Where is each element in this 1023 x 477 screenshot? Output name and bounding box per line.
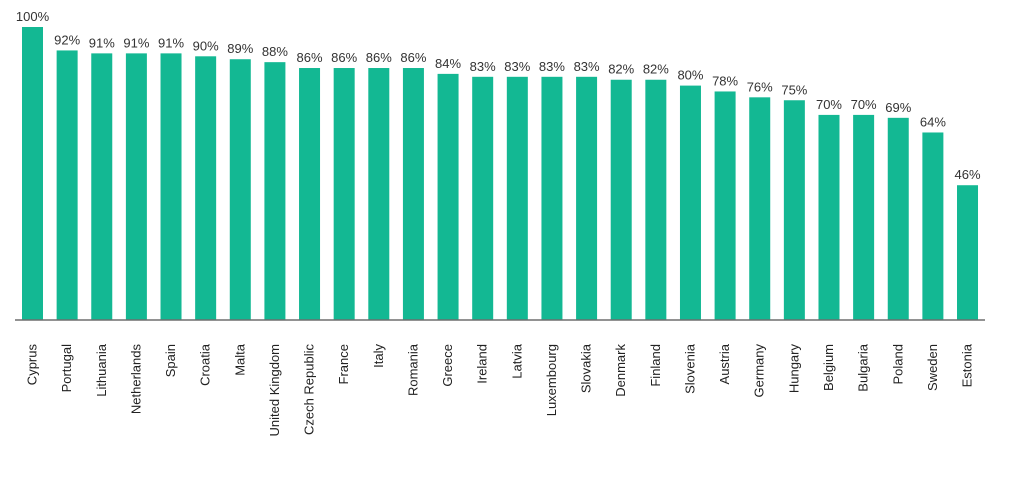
data-label: 46% <box>954 167 980 182</box>
bar-slovenia <box>679 85 701 320</box>
bar-netherlands <box>125 53 147 321</box>
x-tick-label: Latvia <box>509 343 524 378</box>
bar-latvia <box>506 76 528 320</box>
x-tick-label: Austria <box>717 343 732 384</box>
x-tick-label: Denmark <box>613 344 628 397</box>
data-label: 86% <box>331 50 357 65</box>
x-tick-label: Ireland <box>475 344 490 384</box>
data-label: 80% <box>677 68 703 83</box>
data-label: 100% <box>16 9 50 24</box>
data-label: 70% <box>816 97 842 112</box>
x-tick-label: Portugal <box>59 344 74 393</box>
data-label: 90% <box>193 38 219 53</box>
data-label: 75% <box>781 82 807 97</box>
bar-romania <box>402 68 424 321</box>
bar-hungary <box>783 100 805 320</box>
x-tick-label: Romania <box>405 343 420 396</box>
x-tick-label: Italy <box>371 344 386 368</box>
x-tick-label: Slovakia <box>579 343 594 393</box>
x-tick-label: France <box>336 344 351 384</box>
bar-poland <box>887 117 909 320</box>
bar-bulgaria <box>853 114 875 321</box>
data-label: 86% <box>366 50 392 65</box>
data-label: 86% <box>297 50 323 65</box>
bar-estonia <box>957 185 979 320</box>
x-tick-label: United Kingdom <box>267 344 282 437</box>
data-label: 89% <box>227 41 253 56</box>
x-tick-label: Malta <box>232 343 247 376</box>
bar-malta <box>229 59 251 320</box>
x-tick-label: Sweden <box>925 344 940 391</box>
bar-cyprus <box>22 27 43 320</box>
bar-denmark <box>610 79 632 321</box>
x-tick-label: Poland <box>890 344 905 384</box>
data-label: 91% <box>89 35 115 50</box>
data-label: 76% <box>747 79 773 94</box>
x-tick-label: Luxembourg <box>544 344 559 416</box>
data-label: 88% <box>262 44 288 59</box>
x-tick-label: Estonia <box>960 343 975 387</box>
data-label: 69% <box>885 100 911 115</box>
data-label: 84% <box>435 56 461 71</box>
x-tick-label: Belgium <box>821 344 836 391</box>
data-label: 82% <box>643 62 669 77</box>
bar-france <box>333 68 355 321</box>
x-tick-label: Bulgaria <box>856 343 871 391</box>
data-label: 91% <box>123 35 149 50</box>
bar-luxembourg <box>541 76 563 320</box>
category-labels-group: Cyprus Portugal Lithuania Netherlands Spain C… <box>25 343 975 436</box>
data-label: 78% <box>712 73 738 88</box>
bar-ireland <box>472 76 494 320</box>
data-label: 70% <box>851 97 877 112</box>
bar-austria <box>714 91 736 321</box>
x-tick-label: Cyprus <box>25 344 40 386</box>
data-label: 83% <box>539 59 565 74</box>
data-label: 83% <box>574 59 600 74</box>
bar-lithuania <box>91 53 113 321</box>
x-tick-label: Lithuania <box>94 343 109 397</box>
bars-group <box>22 27 979 321</box>
data-label: 82% <box>608 62 634 77</box>
data-label: 64% <box>920 114 946 129</box>
bar-germany <box>749 97 771 320</box>
bar-united-kingdom <box>264 62 286 320</box>
x-tick-label: Greece <box>440 344 455 387</box>
bar-italy <box>368 68 390 321</box>
x-tick-label: Finland <box>648 344 663 387</box>
bar-croatia <box>195 56 217 321</box>
data-label: 83% <box>470 59 496 74</box>
bar-portugal <box>56 50 78 320</box>
bar-slovakia <box>576 76 598 320</box>
x-tick-label: Germany <box>752 344 767 398</box>
bar-sweden <box>922 132 944 320</box>
x-tick-label: Czech Republic <box>302 344 317 436</box>
data-label: 91% <box>158 35 184 50</box>
bar-finland <box>645 79 667 321</box>
data-label: 86% <box>400 50 426 65</box>
value-labels-group: 100% 92% 91% 91% 91% 90% 89% 88% 86% 86% 86% 86% 84%… <box>16 9 981 182</box>
x-tick-label: Slovenia <box>682 343 697 394</box>
data-label: 83% <box>504 59 530 74</box>
x-tick-label: Croatia <box>198 343 213 386</box>
bar-czech-republic <box>299 68 321 321</box>
data-label: 92% <box>54 32 80 47</box>
bar-greece <box>437 73 459 320</box>
bar-spain <box>160 53 182 321</box>
bar-belgium <box>818 114 840 321</box>
x-tick-label: Hungary <box>786 344 801 394</box>
x-tick-label: Netherlands <box>128 344 143 415</box>
x-tick-label: Spain <box>163 344 178 377</box>
